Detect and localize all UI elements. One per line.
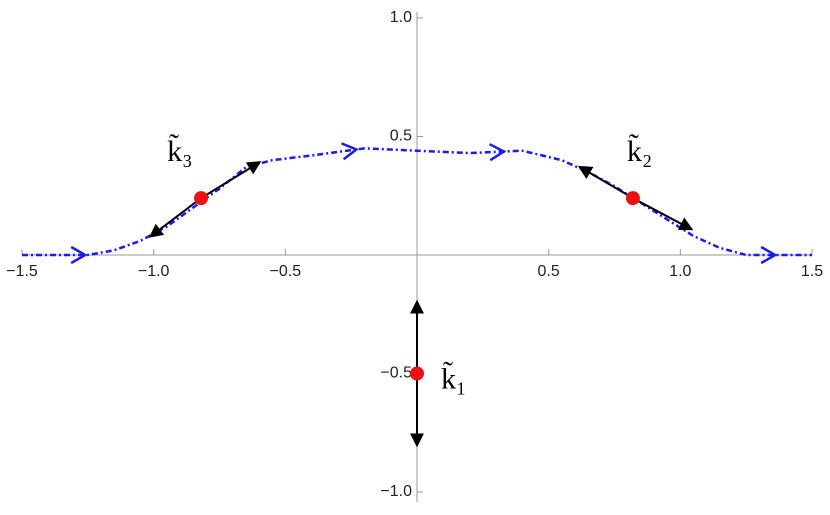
saddle-point bbox=[410, 366, 424, 381]
tangent-vector bbox=[632, 197, 694, 231]
saddle-point bbox=[194, 191, 209, 206]
direction-arrow bbox=[488, 143, 507, 162]
x-tick-label: 1.5 bbox=[801, 263, 823, 280]
direction-arrow bbox=[341, 142, 359, 161]
point-label: k̃₂ bbox=[627, 134, 652, 168]
saddle-point bbox=[625, 191, 640, 206]
point-label: k̃₁ bbox=[441, 361, 466, 395]
x-tick-label: −0.5 bbox=[270, 263, 302, 280]
direction-arrow bbox=[760, 245, 778, 265]
y-tick-label: −1.0 bbox=[380, 483, 412, 500]
x-tick-label: −1.5 bbox=[6, 263, 38, 280]
y-tick-label: −0.5 bbox=[380, 365, 412, 382]
x-tick-label: 0.5 bbox=[538, 263, 560, 280]
tangent-vector bbox=[200, 161, 262, 199]
tangent-vector bbox=[148, 197, 202, 238]
y-tick-label: 1.0 bbox=[390, 9, 412, 26]
point-label: k̃₃ bbox=[167, 134, 192, 168]
x-tick-label: 1.0 bbox=[669, 263, 691, 280]
y-tick-label: 0.5 bbox=[390, 128, 412, 145]
tangent-vector bbox=[577, 165, 634, 199]
x-tick-label: −1.0 bbox=[138, 263, 170, 280]
direction-arrow bbox=[70, 245, 88, 265]
